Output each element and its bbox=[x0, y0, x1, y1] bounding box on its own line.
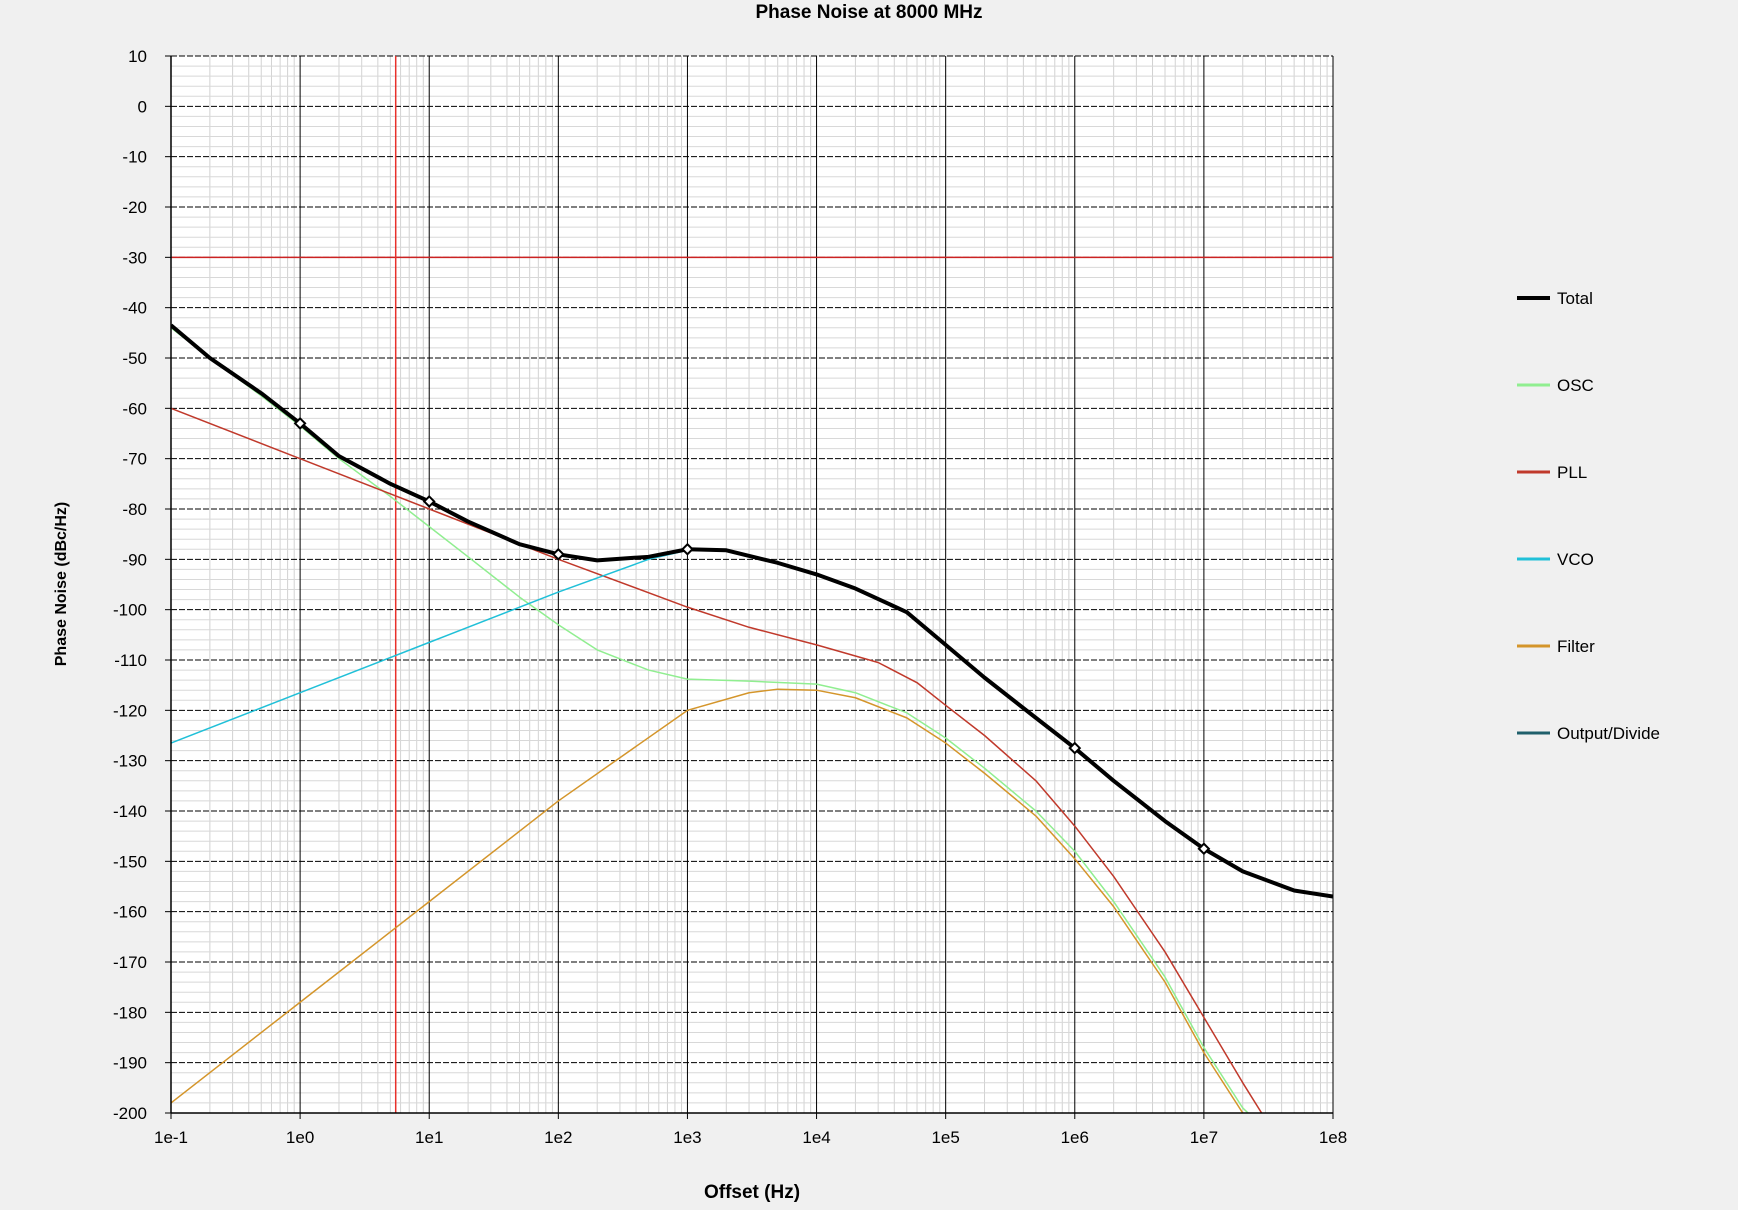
y-tick-label: -90 bbox=[122, 550, 147, 569]
x-tick-label: 1e1 bbox=[415, 1128, 443, 1147]
legend-item-pll: PLL bbox=[1517, 463, 1587, 482]
x-tick-label: 1e3 bbox=[673, 1128, 701, 1147]
x-tick-label: 1e2 bbox=[544, 1128, 572, 1147]
x-tick-label: 1e4 bbox=[802, 1128, 830, 1147]
series-group-total bbox=[171, 323, 1333, 899]
series-line-total bbox=[171, 323, 1333, 899]
reference-lines bbox=[171, 56, 1333, 1113]
y-tick-label: 10 bbox=[128, 47, 147, 66]
y-tick-label: -10 bbox=[122, 148, 147, 167]
legend-label-osc: OSC bbox=[1557, 376, 1594, 395]
y-tick-label: -180 bbox=[113, 1003, 147, 1022]
series-group-pll bbox=[171, 407, 1263, 1113]
series-line-pll bbox=[171, 407, 1263, 1113]
legend-label-vco: VCO bbox=[1557, 550, 1594, 569]
x-tick-label: 1e5 bbox=[931, 1128, 959, 1147]
y-tick-label: 0 bbox=[138, 97, 147, 116]
total-data-marker bbox=[1197, 842, 1211, 856]
y-tick-label: -160 bbox=[113, 903, 147, 922]
total-data-marker bbox=[551, 547, 565, 561]
y-tick-label: -130 bbox=[113, 752, 147, 771]
y-tick-label: -140 bbox=[113, 802, 147, 821]
y-tick-label: -100 bbox=[113, 601, 147, 620]
plot-area bbox=[171, 56, 1333, 1113]
total-data-marker bbox=[681, 542, 694, 556]
y-tick-labels: 10 0 -10 -20 -30 -40 -50 -60 -70 -80 -90 -100 -110 -1… bbox=[113, 47, 171, 1123]
legend-label-pll: PLL bbox=[1557, 463, 1587, 482]
x-tick-label: 1e0 bbox=[286, 1128, 314, 1147]
y-tick-label: -40 bbox=[122, 299, 147, 318]
legend-label-output-divide: Output/Divide bbox=[1557, 724, 1660, 743]
y-tick-label: -70 bbox=[122, 450, 147, 469]
legend-item-osc: OSC bbox=[1517, 376, 1594, 395]
y-tick-label: -200 bbox=[113, 1104, 147, 1123]
total-data-marker bbox=[422, 495, 436, 508]
x-axis-title: Offset (Hz) bbox=[704, 1182, 800, 1203]
x-tick-label: 1e6 bbox=[1061, 1128, 1089, 1147]
x-tick-label: 1e7 bbox=[1190, 1128, 1218, 1147]
y-tick-label: -20 bbox=[122, 198, 147, 217]
y-tick-label: -120 bbox=[113, 701, 147, 720]
y-tick-label: -150 bbox=[113, 852, 147, 871]
y-axis-title: Phase Noise (dBc/Hz) bbox=[53, 502, 70, 666]
minor-gridlines bbox=[171, 56, 1333, 1113]
y-tick-label: -80 bbox=[122, 500, 147, 519]
y-tick-label: -170 bbox=[113, 953, 147, 972]
legend-item-output-divide: Output/Divide bbox=[1517, 724, 1660, 743]
x-tick-labels: 1e-1 1e0 1e1 1e2 1e3 1e4 1e5 1e6 1e7 1e8 bbox=[154, 1113, 1347, 1147]
y-tick-label: -110 bbox=[114, 651, 147, 670]
legend-label-total: Total bbox=[1557, 289, 1593, 308]
legend-item-filter: Filter bbox=[1517, 637, 1595, 656]
chart-title: Phase Noise at 8000 MHz bbox=[755, 2, 982, 23]
total-data-marker bbox=[293, 417, 307, 430]
x-tick-label: 1e-1 bbox=[154, 1128, 188, 1147]
series-lines bbox=[171, 323, 1333, 1113]
series-line-osc bbox=[171, 327, 1249, 1113]
legend-label-filter: Filter bbox=[1557, 637, 1595, 656]
legend-item-vco: VCO bbox=[1517, 550, 1594, 569]
x-tick-label: 1e8 bbox=[1319, 1128, 1347, 1147]
legend-item-total: Total bbox=[1517, 289, 1593, 308]
series-markers bbox=[293, 417, 1211, 856]
y-tick-label: -50 bbox=[122, 349, 147, 368]
series-group-filter bbox=[171, 688, 1244, 1113]
y-tick-label: -30 bbox=[122, 248, 147, 267]
total-data-marker bbox=[1068, 741, 1082, 755]
y-tick-label: -60 bbox=[122, 399, 147, 418]
series-group-osc bbox=[171, 327, 1249, 1113]
legend: Total OSC PLL VCO Filter Output/Divide bbox=[1517, 289, 1660, 743]
y-tick-label: -190 bbox=[113, 1054, 147, 1073]
series-line-filter bbox=[171, 688, 1244, 1113]
